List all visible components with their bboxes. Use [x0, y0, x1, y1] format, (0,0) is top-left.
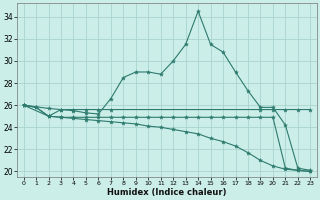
X-axis label: Humidex (Indice chaleur): Humidex (Indice chaleur) [107, 188, 227, 197]
